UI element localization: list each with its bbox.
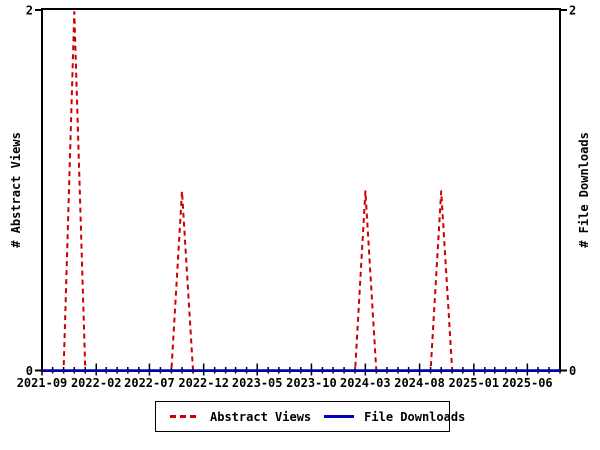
x-tick-label: 2023-10	[286, 376, 337, 390]
legend-label-abstract-views: Abstract Views	[210, 409, 312, 424]
x-tick-label: 2024-03	[340, 376, 391, 390]
x-tick-label: 2025-01	[449, 376, 500, 390]
x-tick-label: 2022-12	[178, 376, 229, 390]
right-y-tick-label: 2	[569, 4, 576, 18]
left-y-tick-label: 0	[26, 364, 33, 378]
left-y-axis-title: # Abstract Views	[9, 132, 23, 248]
legend-entry-abstract-views: Abstract Views	[169, 410, 311, 424]
right-y-axis-title: # File Downloads	[577, 132, 591, 248]
solid-line-sample-icon	[324, 415, 355, 418]
plot-border	[41, 8, 561, 372]
x-tick-label: 2022-07	[124, 376, 175, 390]
right-y-tick-label: 0	[569, 364, 576, 378]
x-tick-label: 2025-06	[502, 376, 553, 390]
x-tick-label: 2021-09	[17, 376, 68, 390]
x-tick-label: 2022-02	[71, 376, 122, 390]
legend-box: Abstract Views File Downloads	[155, 401, 465, 432]
left-y-tick-label: 2	[26, 4, 33, 18]
legend-entry-file-downloads: File Downloads	[323, 410, 465, 424]
abstract-views-line	[42, 11, 560, 372]
x-tick-label: 2024-08	[394, 376, 445, 390]
legend-label-file-downloads: File Downloads	[364, 409, 466, 424]
dashed-line-sample-icon	[170, 415, 200, 418]
x-tick-label: 2023-05	[232, 376, 283, 390]
